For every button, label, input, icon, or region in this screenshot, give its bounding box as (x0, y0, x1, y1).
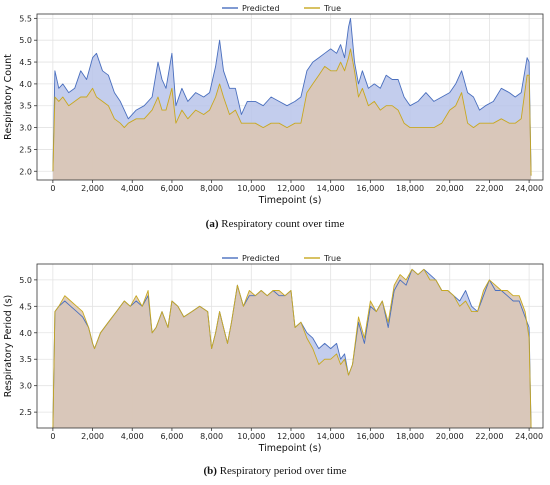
chart-b-line-true (52, 268, 532, 429)
caption-b-text: Respiratory period over time (219, 465, 347, 477)
chart-a-xtick-label-0: 0 (50, 184, 55, 193)
chart-b-xtick-label-12: 24,000 (515, 432, 543, 441)
chart-a-xtick-label-3: 6,000 (160, 184, 183, 193)
chart-a-ytick-label-5: 4.5 (19, 58, 32, 67)
chart-a-ytick-label-4: 4.0 (19, 80, 32, 89)
chart-b-xtick-label-11: 22,000 (475, 432, 503, 441)
chart-a-legend-label-predicted: Predicted (242, 4, 280, 13)
chart-b-ytick-label-2: 3.5 (19, 355, 32, 364)
respiratory-count-chart: 0 2,000 4,000 6,000 8,000 10,000 12,000 14,000 1… (3, 4, 544, 206)
chart-b-xtick-label-3: 6,000 (160, 432, 183, 441)
chart-a-xtick-label-4: 8,000 (200, 184, 223, 193)
chart-a-xtick-label-11: 22,000 (475, 184, 503, 193)
chart-a-ylabel: Respiratory Count (3, 54, 14, 140)
chart-a-legend: Predicted True (222, 4, 341, 13)
chart-a-xlabel: Timepoint (s) (258, 195, 322, 206)
chart-a-xtick-label-2: 4,000 (121, 184, 144, 193)
chart-a-area-true (52, 48, 532, 181)
chart-a-frame (36, 13, 544, 181)
chart-a-ytick-label-3: 3.5 (19, 102, 32, 111)
chart-b-ylabel: Respiratory Period (s) (3, 295, 14, 397)
chart-b-xtick-label-6: 12,000 (277, 432, 305, 441)
chart-b-xlabel: Timepoint (s) (258, 443, 322, 454)
chart-b-ytick-label-4: 4.5 (19, 302, 32, 311)
chart-b-xtick-label-10: 20,000 (436, 432, 464, 441)
chart-b-frame (36, 263, 544, 429)
chart-b-ytick-label-3: 4.0 (19, 329, 32, 338)
chart-b-xtick-label-5: 10,000 (237, 432, 265, 441)
chart-a-line-predicted (52, 17, 532, 176)
chart-b-xtick-label-2: 4,000 (121, 432, 144, 441)
chart-a-ytick-label-6: 5.0 (19, 36, 32, 45)
chart-a-xtick-label-9: 18,000 (396, 184, 424, 193)
chart-a-xtick-label-8: 16,000 (356, 184, 384, 193)
chart-a-ytick-label-0: 2.0 (19, 167, 32, 176)
chart-b-xtick-label-7: 14,000 (317, 432, 345, 441)
chart-b-xtick-label-8: 16,000 (356, 432, 384, 441)
caption-b: (b) Respiratory period over time (0, 465, 550, 477)
chart-a-ytick-label-2: 3.0 (19, 124, 32, 133)
chart-b-ytick-label-0: 2.5 (19, 408, 32, 417)
chart-a-legend-label-true: True (323, 4, 341, 13)
chart-a-xtick-label-5: 10,000 (237, 184, 265, 193)
chart-b-ytick-label-5: 5.0 (19, 276, 32, 285)
chart-a-ytick-label-7: 5.5 (19, 14, 32, 23)
respiratory-period-chart: 0 2,000 4,000 6,000 8,000 10,000 12,000 14,000 1… (3, 254, 544, 454)
chart-b-area-true (52, 269, 532, 428)
chart-a-line-true (52, 48, 532, 176)
caption-a-text: Respiratory count over time (221, 218, 345, 230)
caption-a-label: (a) (205, 218, 219, 230)
chart-b-xtick-label-9: 18,000 (396, 432, 424, 441)
caption-a: (a) Respiratory count over time (0, 218, 550, 230)
chart-b-ytick-label-1: 3.0 (19, 382, 32, 391)
chart-a-ytick-label-1: 2.5 (19, 145, 32, 154)
chart-b-legend-label-predicted: Predicted (242, 254, 280, 263)
chart-a-xtick-label-10: 20,000 (436, 184, 464, 193)
chart-b-legend: Predicted True (222, 254, 341, 263)
chart-b-xtick-label-1: 2,000 (81, 432, 104, 441)
caption-b-label: (b) (203, 465, 217, 477)
chart-a-xtick-label-1: 2,000 (81, 184, 104, 193)
chart-a-xtick-label-6: 12,000 (277, 184, 305, 193)
chart-a-xtick-label-7: 14,000 (317, 184, 345, 193)
chart-a-xtick-label-12: 24,000 (515, 184, 543, 193)
chart-b-legend-label-true: True (323, 254, 341, 263)
chart-b-xtick-label-0: 0 (50, 432, 55, 441)
chart-b-xtick-label-4: 8,000 (200, 432, 223, 441)
